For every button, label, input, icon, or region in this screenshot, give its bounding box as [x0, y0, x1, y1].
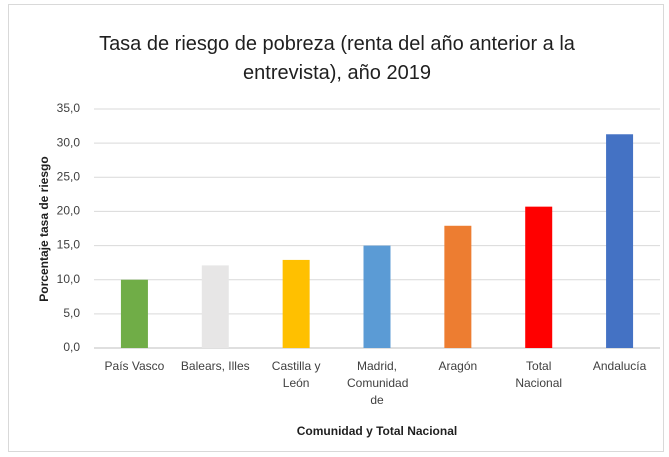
x-tick-label: Aragón	[438, 359, 478, 373]
x-tick-label: Total Nacional	[515, 359, 563, 390]
bar	[525, 206, 553, 348]
y-axis-label: Porcentaje tasa de riesgo	[37, 156, 51, 301]
y-tick-label: 30,0	[57, 135, 81, 149]
x-tick-label: Castilla y León	[271, 359, 321, 390]
bar	[201, 265, 229, 348]
chart-title: Tasa de riesgo de pobreza (renta del año…	[99, 33, 575, 84]
y-tick-label: 35,0	[57, 101, 81, 115]
bar	[120, 279, 148, 348]
y-tick-label: 25,0	[57, 169, 81, 183]
bar	[606, 134, 634, 348]
bar	[363, 245, 391, 348]
x-axis-label: Comunidad y Total Nacional	[296, 424, 458, 438]
x-tick-label: Madrid, Comunidad de	[347, 359, 409, 407]
y-tick-label: 20,0	[57, 204, 81, 218]
x-tick-label: País Vasco	[104, 359, 165, 373]
chart-border	[8, 4, 664, 452]
x-tick-label: Andalucía	[592, 359, 647, 373]
bar	[282, 259, 310, 348]
bar	[444, 225, 472, 348]
y-tick-label: 5,0	[63, 306, 80, 320]
y-tick-label: 10,0	[57, 272, 81, 286]
y-tick-label: 0,0	[63, 340, 80, 354]
x-tick-label: Balears, Illes	[180, 359, 250, 373]
y-tick-label: 15,0	[57, 238, 81, 252]
